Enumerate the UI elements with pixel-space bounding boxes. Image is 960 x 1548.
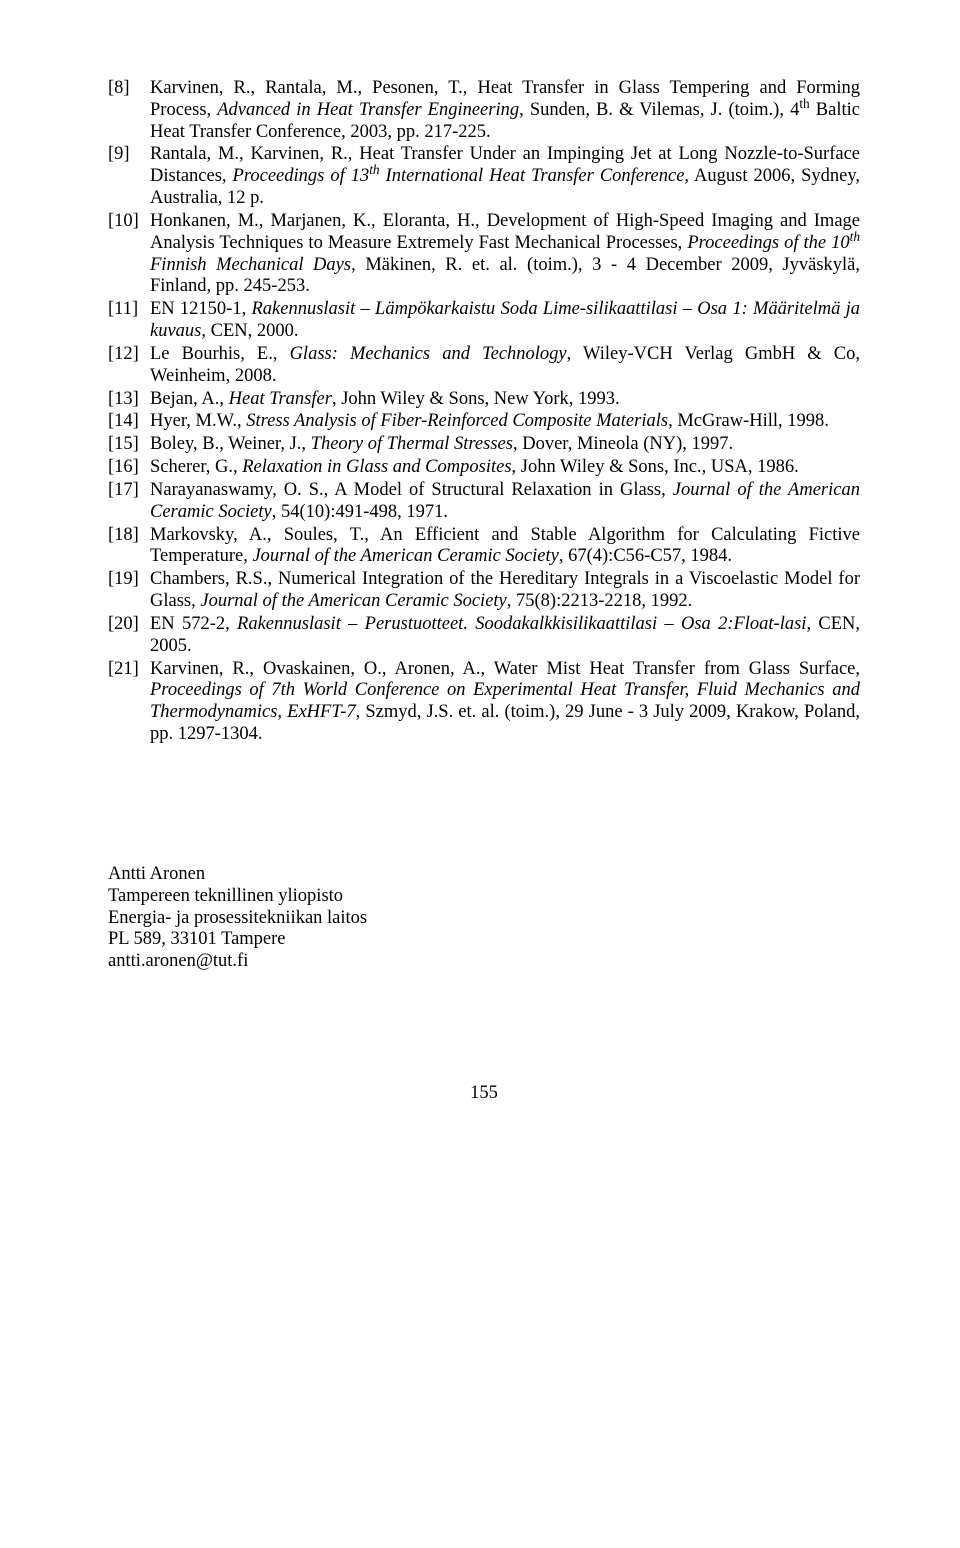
reference-text-part: , McGraw-Hill, 1998.	[668, 411, 829, 431]
reference-text: Chambers, R.S., Numerical Integration of…	[150, 569, 860, 613]
reference-text: Boley, B., Weiner, J., Theory of Thermal…	[150, 434, 860, 456]
reference-text-part: th	[850, 229, 860, 244]
references-list: [8]Karvinen, R., Rantala, M., Pesonen, T…	[108, 78, 860, 746]
reference-item: [11]EN 12150-1, Rakennuslasit – Lämpökar…	[108, 299, 860, 343]
reference-text-part: Theory of Thermal Stresses	[311, 434, 513, 454]
reference-item: [15]Boley, B., Weiner, J., Theory of The…	[108, 434, 860, 456]
reference-text: EN 572-2, Rakennuslasit – Perustuotteet.…	[150, 614, 860, 658]
reference-text-part: , 54(10):491-498, 1971.	[272, 502, 448, 522]
author-department: Energia- ja prosessitekniikan laitos	[108, 908, 860, 930]
reference-item: [19]Chambers, R.S., Numerical Integratio…	[108, 569, 860, 613]
reference-number: [19]	[108, 569, 150, 613]
reference-text-part: Stress Analysis of Fiber-Reinforced Comp…	[246, 411, 668, 431]
reference-text: Scherer, G., Relaxation in Glass and Com…	[150, 457, 860, 479]
reference-text: Le Bourhis, E., Glass: Mechanics and Tec…	[150, 344, 860, 388]
reference-text-part: Proceedings of the 10	[687, 233, 849, 253]
reference-text-part: , CEN, 2000.	[201, 321, 298, 341]
reference-text: Rantala, M., Karvinen, R., Heat Transfer…	[150, 144, 860, 209]
reference-item: [16]Scherer, G., Relaxation in Glass and…	[108, 457, 860, 479]
reference-text-part: , Dover, Mineola (NY), 1997.	[513, 434, 733, 454]
reference-number: [17]	[108, 480, 150, 524]
reference-number: [11]	[108, 299, 150, 343]
reference-number: [9]	[108, 144, 150, 209]
reference-number: [18]	[108, 525, 150, 569]
author-email: antti.aronen@tut.fi	[108, 951, 860, 973]
reference-text-part: Narayanaswamy, O. S., A Model of Structu…	[150, 480, 673, 500]
reference-text: EN 12150-1, Rakennuslasit – Lämpökarkais…	[150, 299, 860, 343]
reference-number: [13]	[108, 389, 150, 411]
reference-item: [10]Honkanen, M., Marjanen, K., Eloranta…	[108, 211, 860, 298]
reference-number: [21]	[108, 659, 150, 746]
reference-text-part: Finnish Mechanical Days	[150, 255, 351, 275]
reference-text-part: Scherer, G.,	[150, 457, 242, 477]
reference-text-part: EN 572-2,	[150, 614, 237, 634]
reference-number: [16]	[108, 457, 150, 479]
reference-text: Karvinen, R., Rantala, M., Pesonen, T., …	[150, 78, 860, 143]
reference-number: [10]	[108, 211, 150, 298]
reference-number: [8]	[108, 78, 150, 143]
reference-text-part: , John Wiley & Sons, Inc., USA, 1986.	[512, 457, 799, 477]
reference-text-part: Glass: Mechanics and Technology	[290, 344, 567, 364]
reference-item: [8]Karvinen, R., Rantala, M., Pesonen, T…	[108, 78, 860, 143]
reference-text-part: , Sunden, B. & Vilemas, J. (toim.), 4	[519, 100, 799, 120]
reference-text-part: , 67(4):C56-C57, 1984.	[559, 546, 732, 566]
reference-text: Karvinen, R., Ovaskainen, O., Aronen, A.…	[150, 659, 860, 746]
reference-text-part: Heat Transfer	[229, 389, 332, 409]
reference-text: Honkanen, M., Marjanen, K., Eloranta, H.…	[150, 211, 860, 298]
reference-text: Hyer, M.W., Stress Analysis of Fiber-Rei…	[150, 411, 860, 433]
page-number: 155	[108, 1083, 860, 1105]
reference-text-part: Karvinen, R., Ovaskainen, O., Aronen, A.…	[150, 659, 860, 679]
reference-item: [13]Bejan, A., Heat Transfer, John Wiley…	[108, 389, 860, 411]
reference-text-part: Rakennuslasit – Perustuotteet. Soodakalk…	[237, 614, 806, 634]
reference-text-part: Advanced in Heat Transfer Engineering	[217, 100, 519, 120]
reference-item: [9]Rantala, M., Karvinen, R., Heat Trans…	[108, 144, 860, 209]
reference-number: [15]	[108, 434, 150, 456]
reference-text-part: , 75(8):2213-2218, 1992.	[507, 591, 693, 611]
reference-item: [14]Hyer, M.W., Stress Analysis of Fiber…	[108, 411, 860, 433]
reference-text-part: EN 12150-1,	[150, 299, 251, 319]
reference-text-part: th	[799, 96, 809, 111]
reference-text: Markovsky, A., Soules, T., An Efficient …	[150, 525, 860, 569]
reference-text-part: Proceedings of 13	[233, 166, 370, 186]
reference-text-part: Hyer, M.W.,	[150, 411, 246, 431]
reference-text: Bejan, A., Heat Transfer, John Wiley & S…	[150, 389, 860, 411]
reference-text-part: th	[369, 162, 379, 177]
reference-item: [12]Le Bourhis, E., Glass: Mechanics and…	[108, 344, 860, 388]
author-address: PL 589, 33101 Tampere	[108, 929, 860, 951]
reference-item: [21]Karvinen, R., Ovaskainen, O., Aronen…	[108, 659, 860, 746]
reference-text-part: International Heat Transfer Conference	[380, 166, 685, 186]
reference-number: [12]	[108, 344, 150, 388]
reference-text-part: Le Bourhis, E.,	[150, 344, 290, 364]
author-affiliation: Tampereen teknillinen yliopisto	[108, 886, 860, 908]
reference-text-part: Journal of the American Ceramic Society	[200, 591, 506, 611]
reference-item: [18]Markovsky, A., Soules, T., An Effici…	[108, 525, 860, 569]
reference-text-part: Journal of the American Ceramic Society	[252, 546, 558, 566]
author-name: Antti Aronen	[108, 864, 860, 886]
author-block: Antti Aronen Tampereen teknillinen yliop…	[108, 864, 860, 973]
reference-number: [20]	[108, 614, 150, 658]
reference-item: [17]Narayanaswamy, O. S., A Model of Str…	[108, 480, 860, 524]
reference-text-part: Boley, B., Weiner, J.,	[150, 434, 311, 454]
reference-text-part: , John Wiley & Sons, New York, 1993.	[332, 389, 620, 409]
reference-text-part: Bejan, A.,	[150, 389, 229, 409]
reference-text-part: Relaxation in Glass and Composites	[242, 457, 511, 477]
reference-number: [14]	[108, 411, 150, 433]
reference-text: Narayanaswamy, O. S., A Model of Structu…	[150, 480, 860, 524]
reference-item: [20]EN 572-2, Rakennuslasit – Perustuott…	[108, 614, 860, 658]
